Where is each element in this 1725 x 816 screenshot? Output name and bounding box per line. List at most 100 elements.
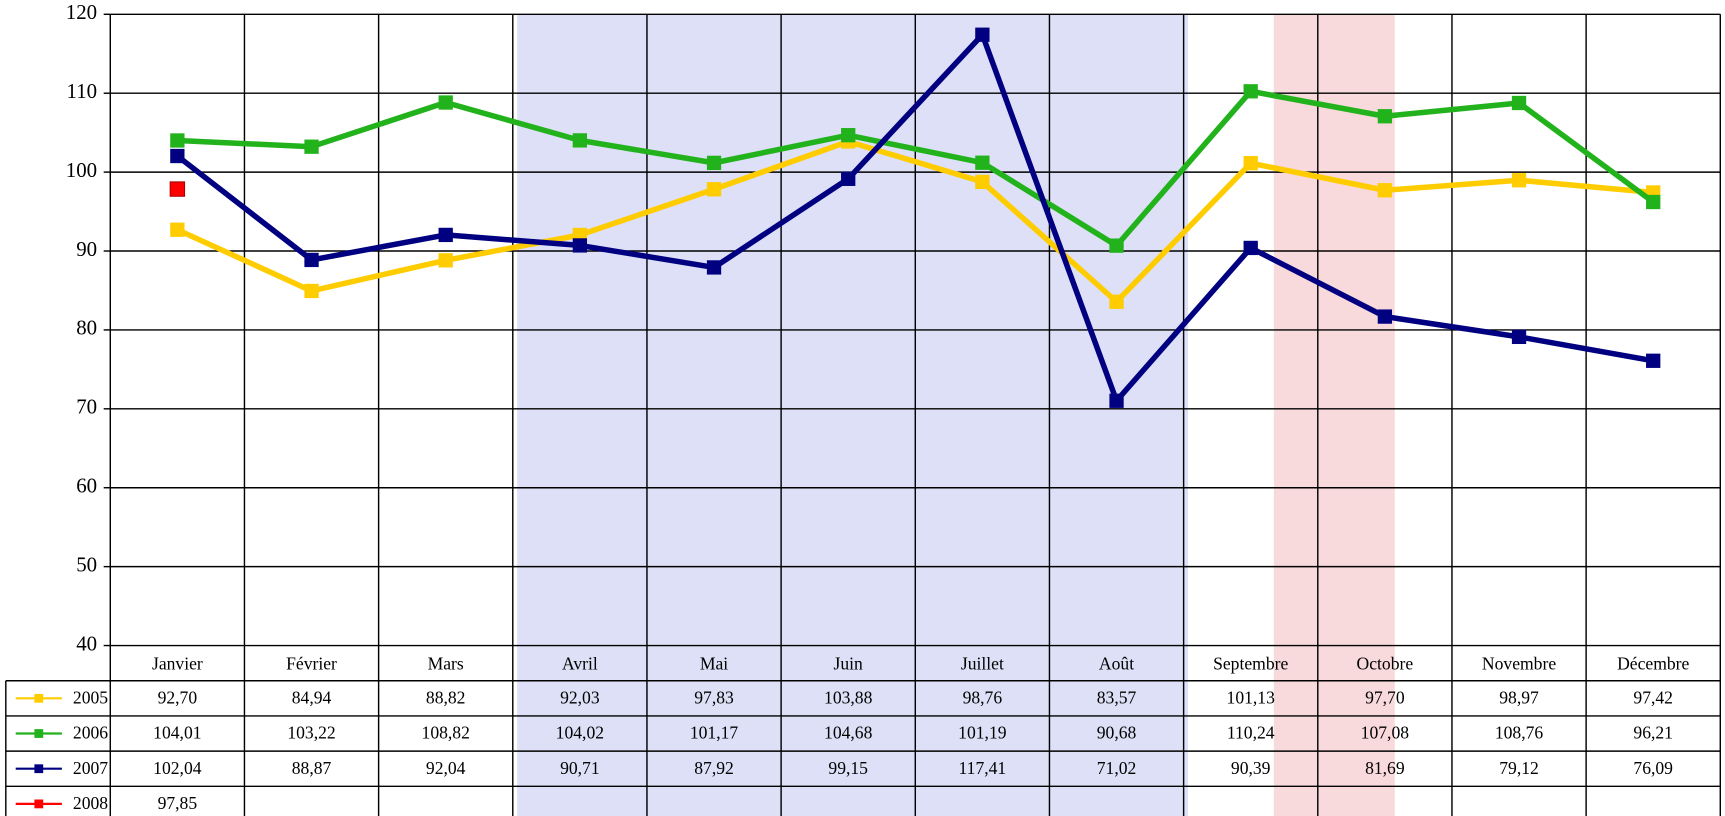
legend-marker [34,729,44,738]
table-cell: 87,92 [694,758,734,778]
legend-marker [34,764,44,774]
table-cell: 104,01 [153,723,201,743]
marker [170,148,185,164]
table-cell: 101,17 [690,723,739,743]
x-tick-label: Juin [834,653,864,673]
marker [572,133,588,148]
y-tick-label: 120 [66,0,97,24]
marker [841,128,856,143]
y-tick-label: 60 [76,474,97,498]
marker [706,260,722,275]
x-tick-label: Novembre [1482,653,1556,673]
table-cell: 92,03 [560,687,600,707]
legend-marker [34,799,44,809]
marker [304,139,319,154]
table-cell: 104,02 [556,723,604,743]
table-cell: 97,85 [158,793,198,813]
marker [975,155,990,170]
marker [1511,329,1527,345]
x-tick-label: Février [286,653,337,673]
marker [1511,95,1527,111]
marker [975,27,990,42]
y-tick-label: 40 [76,631,97,655]
marker [1646,194,1661,210]
y-tick-label: 80 [76,316,97,340]
marker [1243,84,1258,99]
table-cell: 108,76 [1495,723,1544,743]
table-cell: 92,04 [426,758,466,778]
y-tick-label: 50 [76,552,97,576]
x-tick-label: Septembre [1213,653,1288,673]
y-tick-label: 70 [76,395,97,419]
marker [438,253,453,268]
marker [1109,393,1124,408]
marker [706,155,722,171]
marker [841,171,856,186]
x-tick-label: Avril [562,653,598,673]
marker [1109,238,1124,253]
y-tick-label: 90 [76,237,97,261]
table-cell: 97,83 [694,687,734,707]
x-tick-label: Juillet [961,653,1004,673]
marker [1377,309,1393,324]
series-line [177,88,1655,249]
table-cell: 102,04 [153,758,202,778]
marker [438,95,453,110]
series-line [176,138,1654,305]
table-cell: 103,22 [287,723,335,743]
table-cell: 98,76 [963,687,1003,707]
table-cell: 101,13 [1227,687,1276,707]
x-tick-label: Janvier [152,653,203,673]
marker [304,283,319,299]
table-cell: 98,97 [1499,687,1539,707]
table-cell: 84,94 [292,687,332,707]
x-tick-label: Mai [700,653,728,673]
x-tick-label: Octobre [1357,653,1414,673]
x-tick-label: Décembre [1617,653,1689,673]
series-line [175,31,1654,404]
table-cell: 103,88 [824,687,873,707]
legend-label: 2008 [73,793,108,813]
table-cell: 92,70 [158,687,198,707]
table-cell: 101,19 [958,723,1007,743]
table-cell: 83,57 [1097,687,1137,707]
marker [1243,156,1258,171]
y-tick-label: 110 [67,79,98,103]
table-cell: 90,39 [1231,758,1271,778]
marker [304,252,319,268]
table-cell: 110,24 [1227,723,1275,743]
table-cell: 97,70 [1365,687,1405,707]
marker [1646,353,1661,368]
legend-label: 2006 [73,723,108,743]
table-cell: 90,68 [1097,723,1137,743]
table-cell: 71,02 [1097,758,1137,778]
table-cell: 88,87 [292,758,332,778]
marker [170,133,185,148]
table-cell: 96,21 [1633,723,1673,743]
table-cell: 88,82 [426,687,466,707]
marker [1511,173,1527,188]
marker [572,238,588,253]
legend-label: 2005 [73,687,108,707]
marker [1109,294,1124,309]
watermark-band [1273,14,1395,816]
x-tick-label: Mars [428,653,464,673]
marker [1377,183,1393,198]
marker [1243,240,1258,256]
marker [438,227,453,243]
y-tick-label: 100 [66,158,97,182]
legend-marker [34,693,44,703]
x-tick-label: Août [1099,653,1134,673]
table-cell: 117,41 [959,758,1007,778]
legend-label: 2007 [73,758,108,778]
table-cell: 99,15 [828,758,868,778]
marker [169,181,186,197]
table-cell: 76,09 [1633,758,1673,778]
marker [975,174,990,190]
marker [170,222,185,237]
marker [1377,109,1393,124]
table-cell: 107,08 [1361,723,1410,743]
marker [706,182,722,197]
